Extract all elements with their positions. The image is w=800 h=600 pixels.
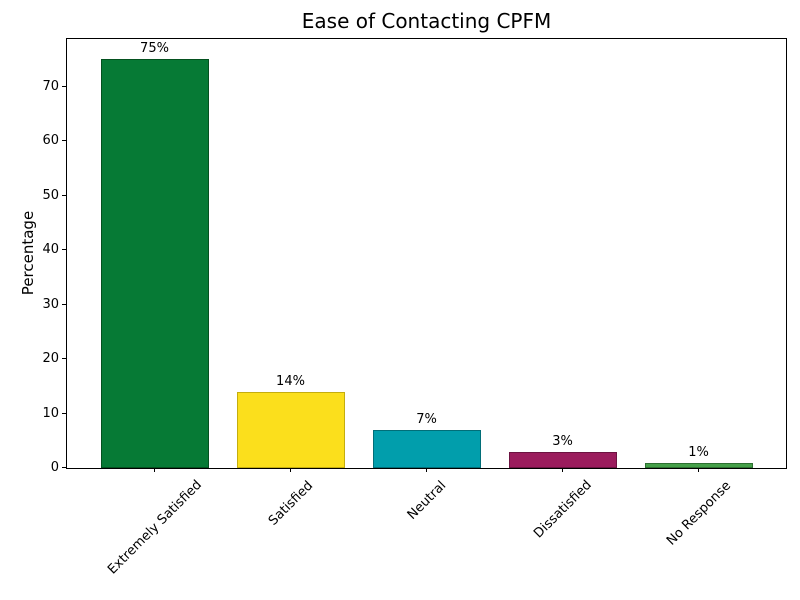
x-tick-mark bbox=[698, 468, 699, 472]
y-tick-mark bbox=[62, 249, 66, 251]
bar-satisfied bbox=[236, 391, 345, 468]
bar-value-label: 14% bbox=[276, 373, 305, 389]
y-tick-label: 0 bbox=[50, 460, 59, 475]
x-tick-mark bbox=[562, 468, 563, 472]
y-tick-label: 30 bbox=[42, 296, 59, 312]
bar-extremely-satisfied bbox=[100, 59, 209, 468]
x-tick-mark bbox=[290, 468, 291, 472]
x-tick-mark bbox=[154, 468, 155, 472]
bar-value-label: 3% bbox=[552, 433, 573, 449]
x-tick-label: No Response bbox=[663, 477, 734, 549]
x-tick-label: Dissatisfied bbox=[530, 477, 595, 542]
y-tick-label: 20 bbox=[42, 351, 59, 367]
y-tick-label: 70 bbox=[42, 78, 59, 94]
chart-title: Ease of Contacting CPFM bbox=[301, 9, 552, 33]
y-tick-mark bbox=[62, 85, 66, 87]
bar-no-response bbox=[644, 462, 753, 468]
y-tick-label: 50 bbox=[42, 187, 59, 203]
y-axis-label: Percentage bbox=[19, 210, 37, 296]
x-tick-label: Satisfied bbox=[265, 477, 316, 529]
x-tick-label: Neutral bbox=[404, 477, 449, 523]
y-tick-mark bbox=[62, 467, 66, 468]
bar-value-label: 7% bbox=[416, 411, 437, 427]
x-tick-label: Extremely Satisfied bbox=[104, 477, 205, 578]
y-tick-mark bbox=[62, 303, 66, 305]
bar-value-label: 75% bbox=[140, 41, 169, 57]
y-tick-label: 60 bbox=[42, 133, 59, 149]
bar-dissatisfied bbox=[508, 451, 617, 468]
y-tick-mark bbox=[62, 358, 66, 360]
bar-neutral bbox=[372, 429, 481, 468]
bar-value-label: 1% bbox=[688, 444, 709, 460]
y-tick-mark bbox=[62, 140, 66, 142]
y-tick-mark bbox=[62, 194, 66, 196]
y-tick-label: 40 bbox=[42, 242, 59, 258]
y-tick-mark bbox=[62, 412, 66, 414]
y-tick-label: 10 bbox=[42, 405, 59, 421]
x-tick-mark bbox=[426, 468, 427, 472]
plot-area: 0 10 20 30 40 50 60 70 75% Extremely Satisfied 14%… bbox=[42, 38, 787, 578]
